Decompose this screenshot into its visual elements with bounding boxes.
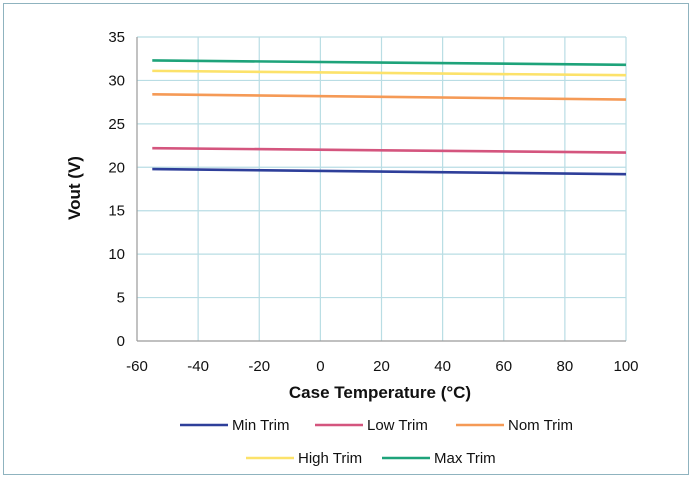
y-tick-label: 10	[108, 246, 125, 263]
x-tick-label: 20	[373, 358, 390, 375]
legend-item-min-trim: Min Trim	[180, 417, 290, 434]
y-axis-title: Vout (V)	[65, 156, 84, 220]
legend-label: Max Trim	[434, 450, 496, 467]
y-tick-label: 15	[108, 203, 125, 220]
series-line-high-trim	[152, 69, 627, 77]
y-tick-label: 5	[117, 290, 125, 307]
legend-item-nom-trim: Nom Trim	[456, 417, 573, 434]
series-group	[152, 59, 627, 176]
legend: Min Trim Low Trim Nom Trim High Trim Max Tri…	[180, 417, 573, 467]
x-tick-label: -60	[126, 358, 148, 375]
tick-labels: 0 5 10 15 20 25 30 35 -60 -40 -20 0 20 40 60 80 100	[108, 29, 638, 375]
legend-label: High Trim	[298, 450, 362, 467]
axes	[136, 37, 626, 342]
x-tick-label: 80	[557, 358, 574, 375]
y-tick-label: 0	[117, 333, 125, 350]
x-tick-label: -40	[187, 358, 209, 375]
y-tick-label: 30	[108, 72, 125, 89]
legend-item-high-trim: High Trim	[246, 450, 362, 467]
y-tick-label: 35	[108, 29, 125, 46]
legend-label: Nom Trim	[508, 417, 573, 434]
chart-frame	[3, 3, 689, 475]
x-tick-label: 0	[316, 358, 324, 375]
x-tick-label: 40	[434, 358, 451, 375]
x-tick-label: 100	[613, 358, 638, 375]
x-axis-title: Case Temperature (°C)	[289, 383, 471, 402]
series-line-low-trim	[152, 146, 627, 154]
legend-item-low-trim: Low Trim	[315, 417, 428, 434]
x-tick-label: -20	[248, 358, 270, 375]
x-tick-label: 60	[495, 358, 512, 375]
legend-label: Min Trim	[232, 417, 290, 434]
series-line-min-trim	[152, 167, 627, 176]
series-line-nom-trim	[152, 93, 627, 101]
legend-label: Low Trim	[367, 417, 428, 434]
y-tick-label: 25	[108, 116, 125, 133]
grid	[137, 36, 627, 341]
y-tick-label: 20	[108, 159, 125, 176]
legend-item-max-trim: Max Trim	[382, 450, 496, 467]
series-line-max-trim	[152, 59, 627, 67]
